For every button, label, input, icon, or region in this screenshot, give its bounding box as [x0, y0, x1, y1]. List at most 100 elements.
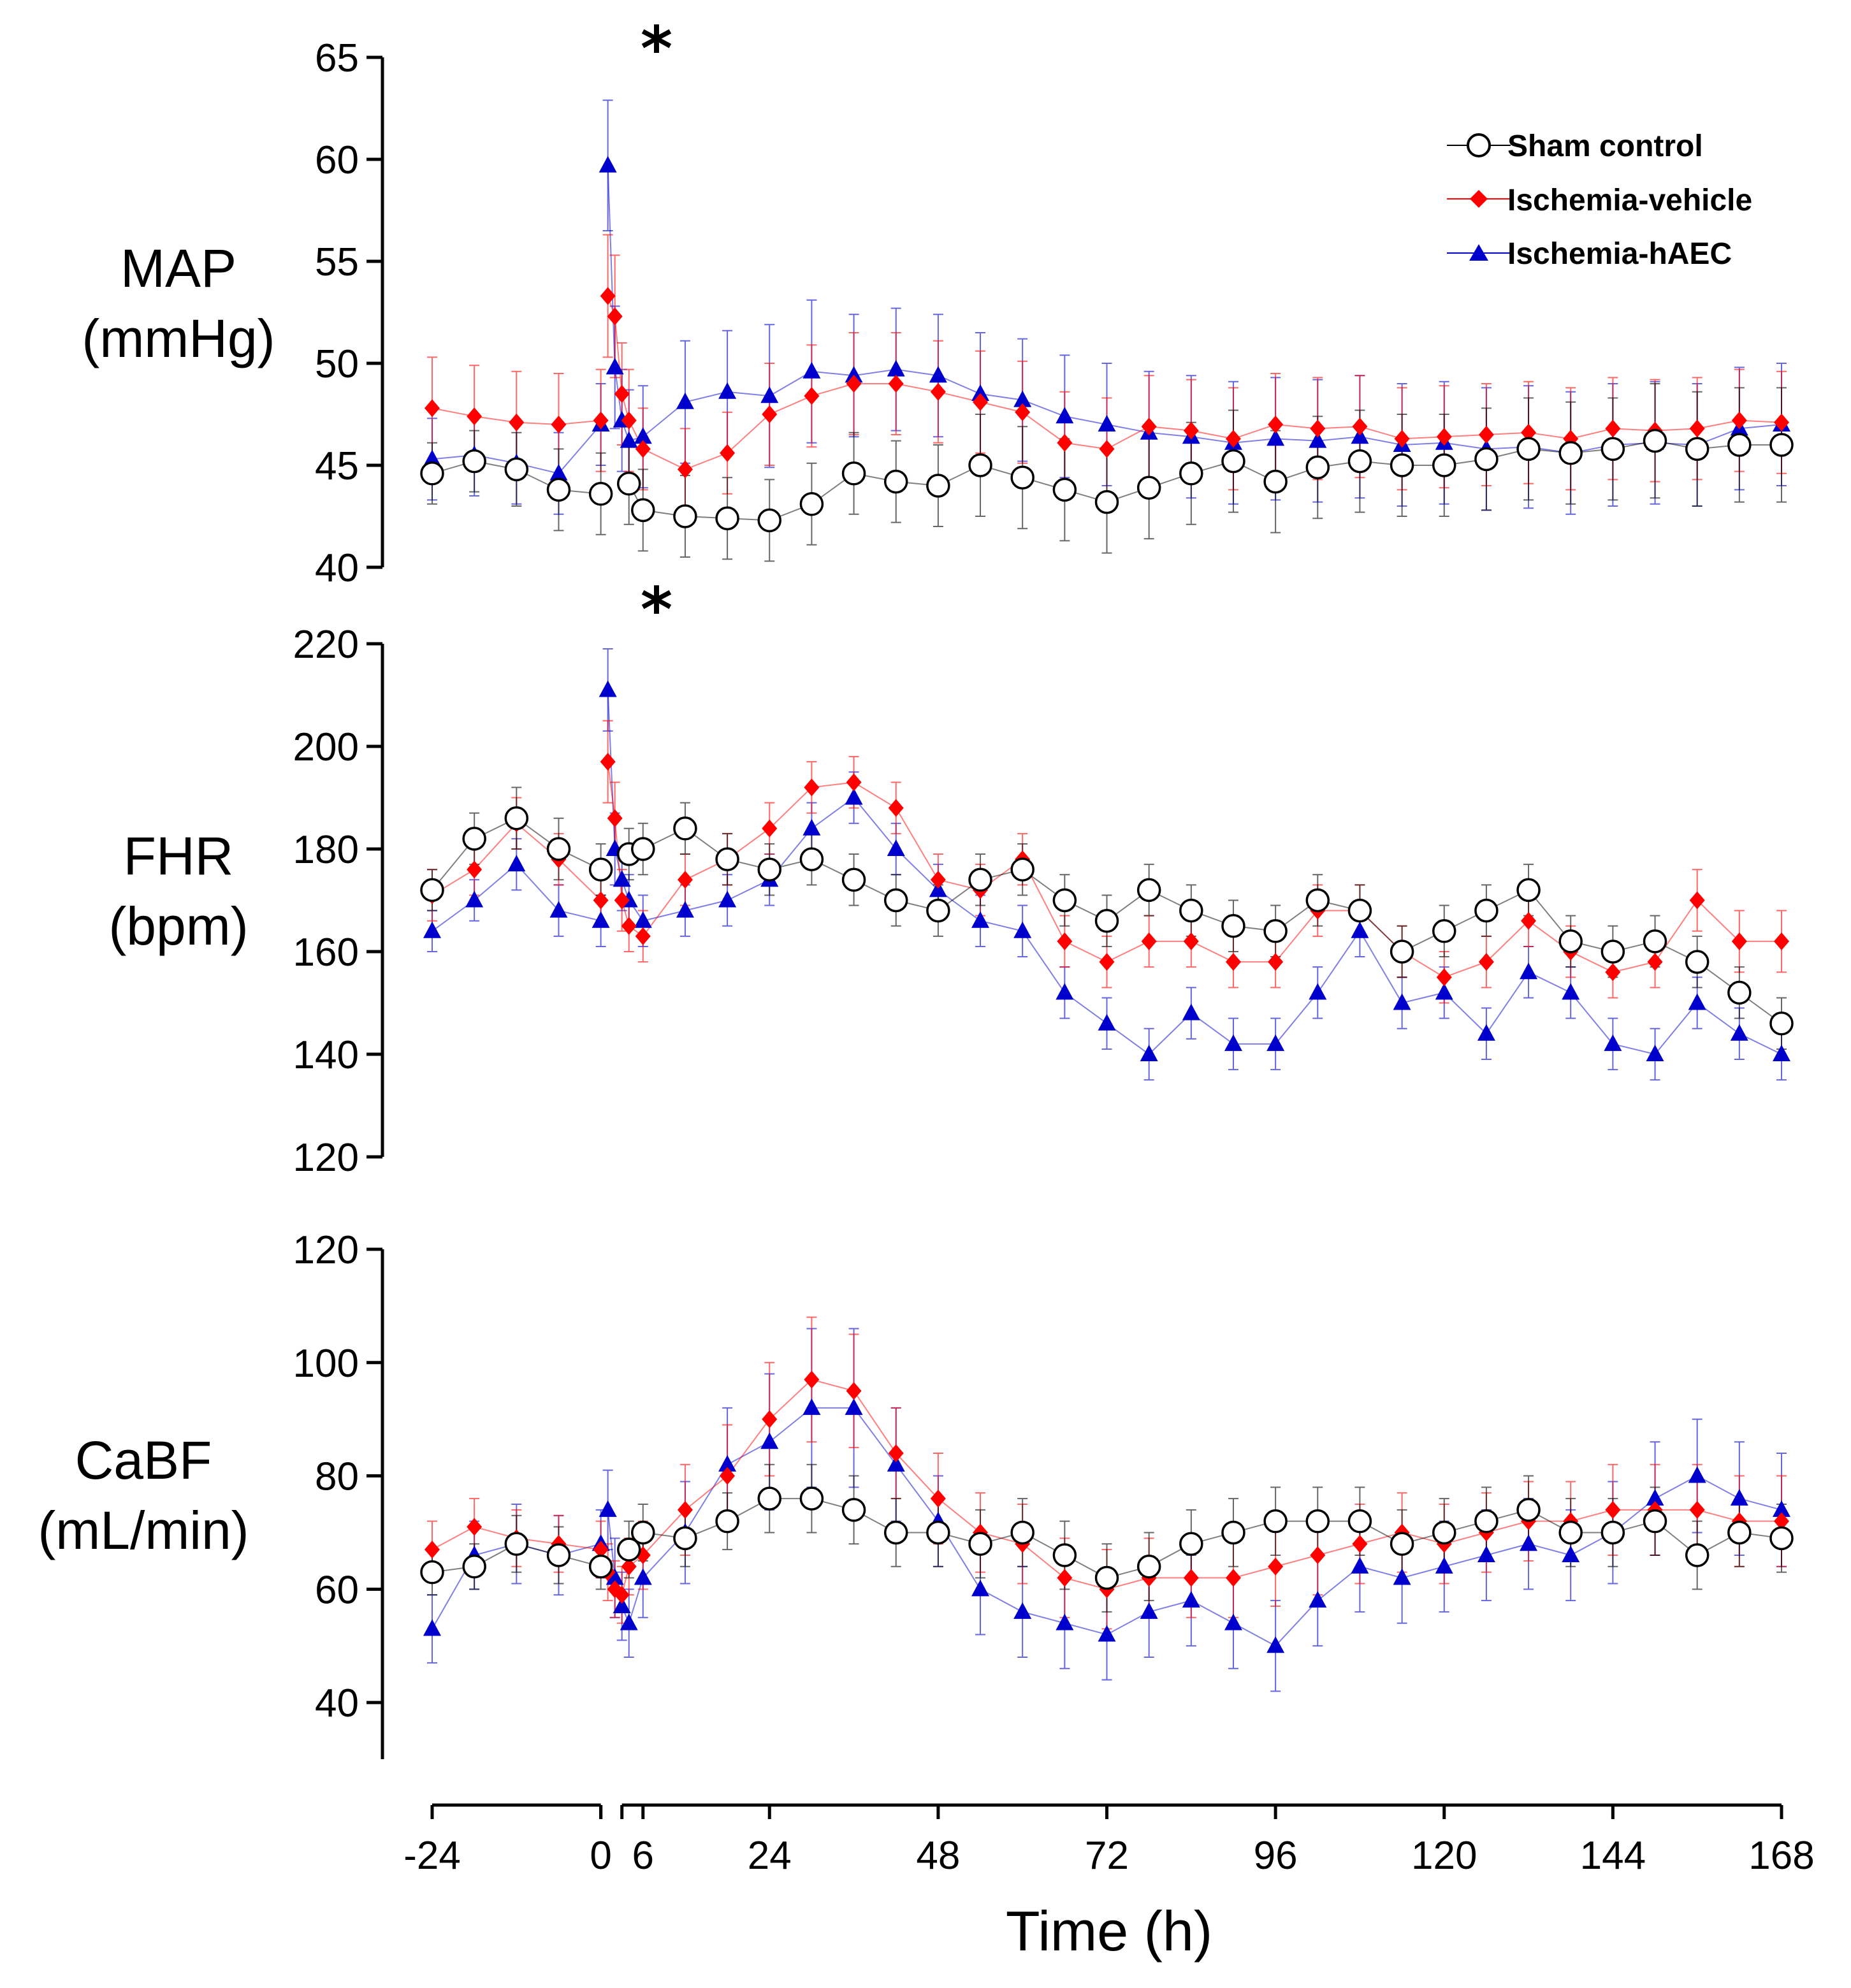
map-point — [1521, 423, 1537, 442]
fhr-point — [1689, 891, 1705, 910]
fhr-point — [1647, 953, 1663, 971]
fhr-point — [1141, 932, 1157, 950]
fhr-ylabel-line2: (bpm) — [108, 896, 248, 956]
map-point — [635, 440, 651, 458]
cabf-point — [1310, 1546, 1326, 1564]
map-point — [1643, 428, 1667, 453]
map-point — [1015, 403, 1031, 421]
cabf-point — [799, 1486, 824, 1511]
cabf-series-line-2 — [607, 1407, 1782, 1647]
map-point — [676, 392, 694, 409]
map-point — [593, 411, 609, 430]
cabf-point — [423, 1619, 441, 1636]
cabf-y-tick-label: 60 — [315, 1568, 359, 1612]
map-point — [971, 384, 990, 401]
cabf-point — [1268, 1557, 1284, 1576]
cabf-point — [1474, 1509, 1499, 1534]
cabf-point — [1351, 1556, 1369, 1574]
cabf-point — [1183, 1569, 1199, 1587]
fhr-point — [507, 855, 526, 872]
fhr-point — [888, 799, 904, 817]
fhr-point — [1268, 953, 1284, 971]
cabf-points — [420, 1370, 1794, 1653]
map-point — [423, 449, 441, 467]
cabf-point — [760, 1432, 779, 1449]
cabf-point — [1435, 1556, 1453, 1574]
fhr-point — [1136, 878, 1161, 903]
cabf-point — [631, 1520, 655, 1545]
fhr-point — [1052, 888, 1077, 913]
map-point — [1225, 430, 1241, 448]
fhr-ylabel-line1: FHR — [124, 826, 234, 886]
cabf-point — [1520, 1534, 1538, 1551]
cabf-point — [1010, 1520, 1034, 1545]
fhr-point — [1727, 980, 1752, 1005]
x-axis: -24 0 6 24 48 72 96 120 144 168 — [403, 1803, 1815, 1878]
map-point — [1727, 433, 1752, 457]
cabf-point — [606, 1568, 624, 1585]
map-point — [1436, 428, 1452, 446]
fhr-point — [607, 809, 623, 827]
fhr-y-ticks: 120 140 160 180 200 220 — [293, 623, 382, 1180]
fhr-point — [883, 888, 908, 913]
map-point — [620, 431, 638, 448]
cabf-point — [1094, 1565, 1119, 1590]
fhr-point — [1562, 983, 1580, 1000]
map-point — [1478, 426, 1494, 444]
map-y-ticks: 40 45 50 55 60 65 — [315, 36, 382, 590]
fhr-point — [465, 890, 484, 908]
map-point — [420, 461, 444, 486]
diamond-icon — [1470, 190, 1488, 208]
map-point — [1685, 437, 1709, 461]
map-point — [926, 474, 950, 498]
map-point — [1558, 441, 1583, 465]
fhr-point — [841, 867, 866, 892]
map-point — [631, 498, 655, 523]
cabf-point — [1140, 1602, 1158, 1619]
map-series-line-1 — [607, 296, 1782, 470]
map-point — [1390, 453, 1414, 477]
cabf-y-tick-label: 100 — [293, 1342, 359, 1386]
map-point — [845, 366, 863, 383]
map-points — [420, 156, 1794, 533]
cabf-y-tick-label: 80 — [315, 1455, 359, 1499]
cabf-point — [621, 1557, 637, 1576]
fhr-point — [1182, 1003, 1200, 1020]
cabf-point — [1136, 1555, 1161, 1579]
legend-label-sham: Sham control — [1507, 129, 1703, 163]
map-point — [546, 477, 571, 502]
map-point — [1689, 419, 1705, 438]
map-point — [1432, 453, 1456, 477]
cabf-point — [718, 1455, 737, 1472]
map-point — [1601, 437, 1625, 461]
map-ylabel-line1: MAP — [120, 238, 236, 298]
fhr-point — [1094, 908, 1119, 933]
cabf-point — [420, 1560, 444, 1585]
cabf-point — [1224, 1613, 1242, 1630]
map-point — [841, 461, 866, 486]
map-y-tick-label: 40 — [315, 546, 359, 590]
cabf-point — [1352, 1535, 1368, 1553]
map-point — [1098, 415, 1116, 432]
map-point — [720, 444, 736, 462]
fhr-point — [1643, 929, 1667, 954]
cabf-point — [1516, 1498, 1541, 1522]
x-axis-title: Time (h) — [1006, 1899, 1212, 1963]
fhr-point — [599, 680, 617, 697]
fhr-point — [799, 847, 824, 871]
x-tick-label: 72 — [1085, 1834, 1129, 1878]
fhr-point — [1183, 932, 1199, 950]
cabf-point — [757, 1486, 781, 1511]
map-point — [600, 287, 616, 305]
cabf-point — [599, 1500, 617, 1517]
fhr-point — [1521, 911, 1537, 930]
fhr-point — [621, 917, 637, 935]
x-tick-label: 168 — [1748, 1834, 1814, 1878]
fhr-point — [1516, 878, 1541, 903]
cabf-point — [845, 1398, 863, 1415]
cabf-point — [1305, 1509, 1330, 1534]
cabf-point — [1267, 1636, 1285, 1653]
map-point — [930, 382, 946, 401]
cabf-point — [1646, 1489, 1664, 1506]
fhr-point — [1099, 953, 1115, 971]
